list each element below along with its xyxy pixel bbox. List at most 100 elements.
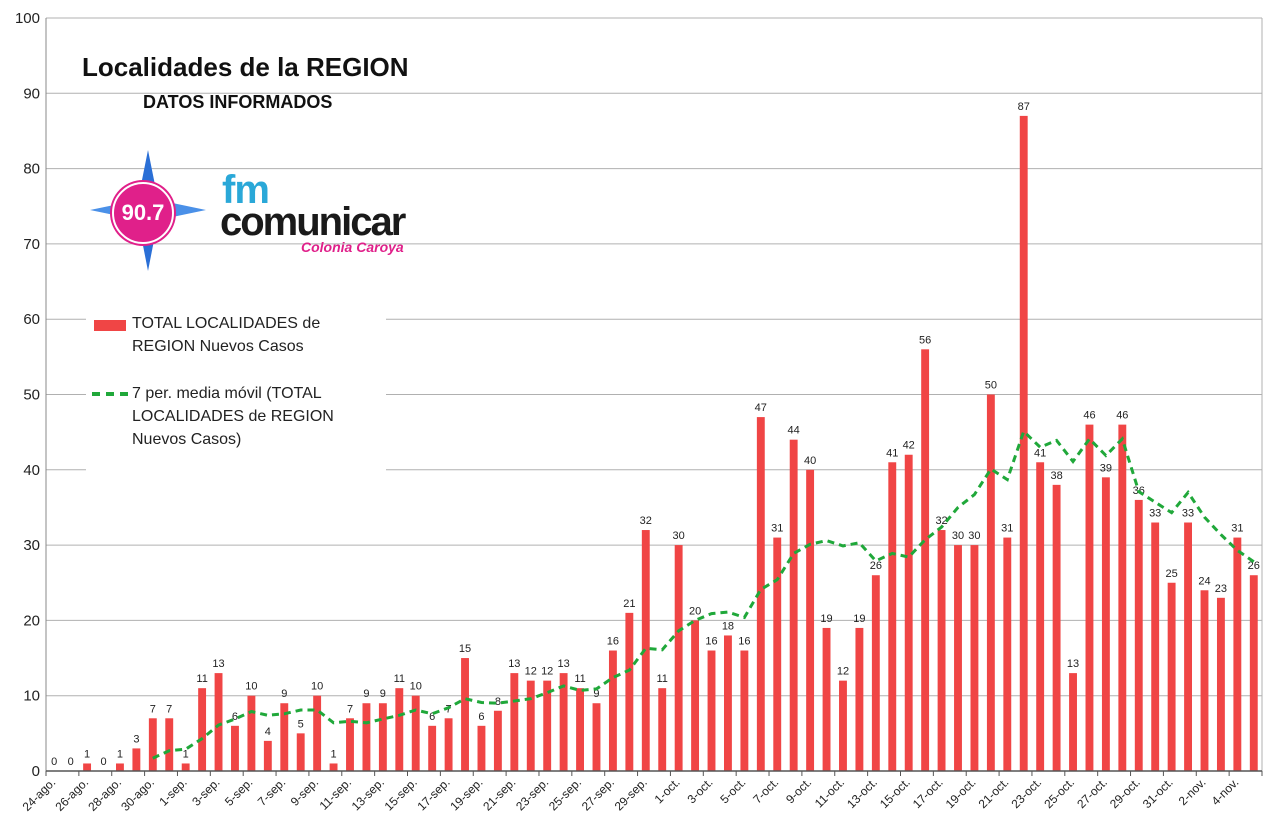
bar-value-label: 11: [657, 673, 668, 685]
bar-value-label: 26: [1248, 560, 1260, 572]
x-tick-label: 5-oct.: [717, 775, 748, 806]
x-tick-label: 28-ago.: [85, 775, 124, 814]
bar: [1233, 537, 1242, 771]
x-tick-label: 2-nov.: [1176, 775, 1209, 808]
x-tick-label: 9-oct.: [783, 775, 814, 806]
bar-value-label: 7: [166, 703, 172, 715]
brand-name-text: comunicar: [220, 200, 406, 244]
bar-value-label: 4: [265, 726, 271, 738]
legend-item-moving-average: 7 per. media móvil (TOTAL LOCALIDADES de…: [86, 382, 386, 451]
chart-subtitle: DATOS INFORMADOS: [143, 92, 333, 112]
bar: [477, 725, 486, 771]
bar-value-label: 33: [1182, 508, 1194, 520]
bar: [559, 673, 568, 771]
bar: [411, 695, 420, 771]
bar-value-label: 5: [298, 718, 304, 730]
bar: [970, 545, 979, 771]
bar: [263, 740, 272, 771]
x-tick-label: 25-oct.: [1041, 775, 1077, 811]
bar: [444, 718, 453, 771]
bar-value-label: 13: [508, 658, 520, 670]
legend-bar-label: TOTAL LOCALIDADES de REGION Nuevos Casos: [132, 315, 321, 355]
x-tick-label: 4-nov.: [1209, 775, 1242, 808]
bar-value-label: 1: [331, 748, 337, 760]
station-logo: 90.7 fm comunicar Colonia Caroya: [88, 148, 418, 273]
bar: [806, 469, 815, 771]
x-tick-label: 17-sep.: [415, 775, 453, 813]
bar-value-label: 16: [705, 636, 717, 648]
y-tick-label: 100: [15, 10, 40, 27]
bar-value-label: 21: [623, 598, 635, 610]
bar: [510, 673, 519, 771]
bar: [493, 710, 502, 771]
bar: [691, 620, 700, 771]
y-tick-label: 90: [23, 85, 40, 102]
x-tick-label: 17-oct.: [910, 775, 946, 811]
y-tick-label: 70: [23, 236, 40, 253]
moving-average-series: [152, 428, 1255, 760]
bar-value-label: 41: [886, 447, 898, 459]
x-tick-label: 24-ago.: [20, 775, 59, 814]
bar-value-label: 26: [870, 560, 882, 572]
y-tick-label: 60: [23, 311, 40, 328]
legend-bar-swatch: [94, 320, 126, 331]
legend: TOTAL LOCALIDADES de REGION Nuevos Casos…: [86, 312, 386, 475]
bar-value-label: 19: [820, 613, 832, 625]
frequency-badge: 90.7: [112, 182, 174, 244]
bar-value-label: 30: [673, 530, 685, 542]
bar-value-label: 11: [394, 673, 405, 685]
bar: [1216, 597, 1225, 771]
bar-value-label: 10: [245, 681, 257, 693]
bar: [789, 439, 798, 771]
bar-value-label: 3: [133, 733, 139, 745]
x-tick-label: 13-oct.: [844, 775, 880, 811]
bar: [1019, 115, 1028, 771]
brand-fm-text: fm: [222, 168, 270, 212]
bar: [296, 733, 305, 771]
bar-value-label: 23: [1215, 583, 1227, 595]
x-tick-label: 19-sep.: [447, 775, 485, 813]
bar: [428, 725, 437, 771]
bar-value-label: 40: [804, 455, 816, 467]
bar-value-label: 41: [1034, 447, 1046, 459]
bar: [461, 658, 469, 771]
bar-value-label: 13: [1067, 658, 1079, 670]
bar: [247, 695, 256, 771]
legend-line-swatch: [92, 392, 128, 396]
x-tick-label: 29-sep.: [612, 775, 650, 813]
bar: [937, 530, 946, 771]
y-tick-label: 10: [23, 688, 40, 705]
bar-value-label: 16: [738, 636, 750, 648]
x-tick-label: 23-sep.: [513, 775, 551, 813]
bar: [839, 680, 847, 771]
x-tick-label: 25-sep.: [546, 775, 584, 813]
bar-value-label: 12: [837, 666, 849, 678]
x-tick-label: 1-sep.: [156, 775, 189, 808]
bar-value-label: 1: [183, 748, 189, 760]
bar: [740, 650, 749, 771]
bar-value-label: 12: [525, 666, 537, 678]
bar: [724, 635, 732, 771]
bar: [1184, 522, 1192, 771]
bar: [148, 718, 157, 771]
bar: [346, 718, 354, 771]
bar: [1134, 499, 1143, 771]
bar-value-label: 30: [968, 530, 980, 542]
bar: [904, 454, 913, 771]
bar-value-label: 19: [853, 613, 865, 625]
legend-item-bars: TOTAL LOCALIDADES de REGION Nuevos Casos: [86, 312, 386, 358]
x-tick-label: 11-oct.: [812, 775, 847, 810]
bar: [954, 545, 962, 771]
bar-value-label: 25: [1165, 568, 1177, 580]
bar-value-label: 9: [363, 688, 369, 700]
bar: [674, 545, 683, 771]
bar: [756, 417, 765, 771]
bar-value-label: 15: [459, 643, 471, 655]
bar: [773, 537, 782, 771]
bar-value-label: 24: [1198, 575, 1210, 587]
bar-value-label: 50: [985, 380, 997, 392]
bar-value-label: 56: [919, 334, 931, 346]
bar: [1036, 462, 1045, 771]
y-tick-label: 0: [32, 763, 40, 780]
